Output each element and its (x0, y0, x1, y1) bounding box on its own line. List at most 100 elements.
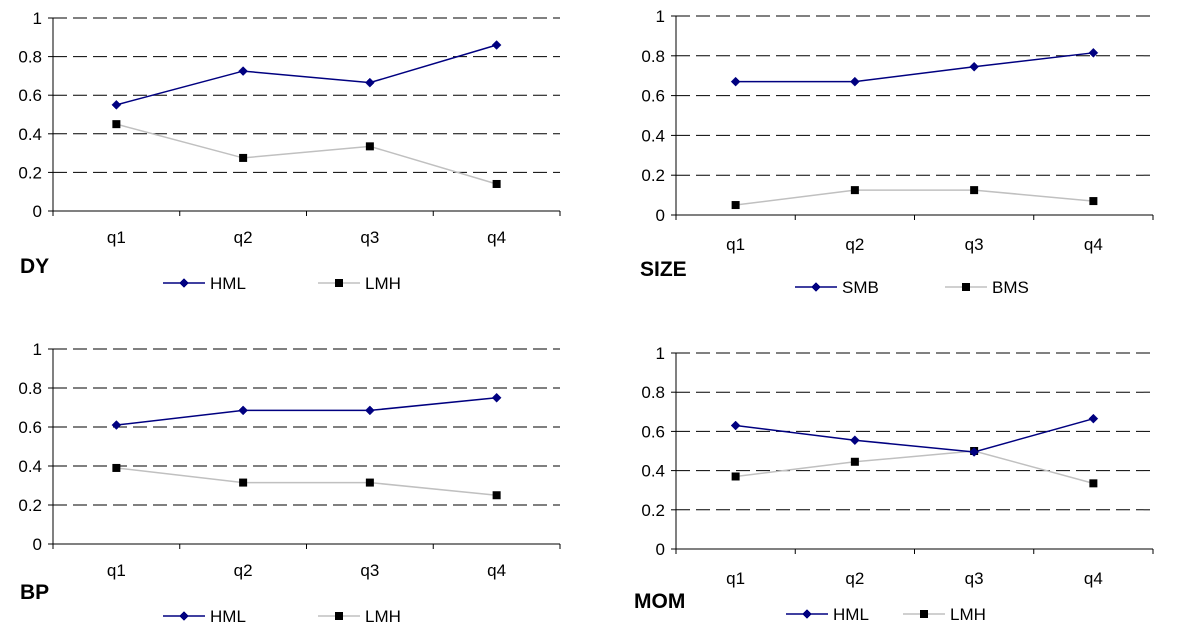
y-tick-label: 0 (656, 206, 665, 225)
legend-marker-lmh (920, 610, 928, 618)
y-tick-label: 0.8 (18, 379, 42, 398)
data-point-bms (970, 186, 979, 195)
data-point-hml (111, 99, 122, 110)
y-tick-label: 0 (33, 535, 42, 554)
series-line-hml (116, 397, 497, 426)
data-point-hml (238, 405, 248, 416)
x-tick-label: q1 (726, 235, 745, 254)
data-point-hml (365, 405, 375, 416)
y-tick-label: 0.2 (641, 166, 665, 185)
y-tick-label: 0.4 (641, 126, 665, 145)
y-tick-label: 0 (656, 540, 665, 559)
y-tick-label: 1 (33, 9, 42, 28)
y-tick-label: 1 (656, 7, 665, 26)
x-tick-label: q2 (234, 228, 253, 247)
data-point-lmh (365, 478, 374, 487)
x-tick-label: q2 (234, 561, 253, 580)
legend-label-lmh: LMH (365, 607, 401, 626)
data-point-bms (850, 186, 859, 195)
data-point-bms (731, 201, 740, 210)
y-tick-label: 1 (33, 340, 42, 359)
y-tick-label: 1 (656, 344, 665, 363)
y-tick-label: 0.6 (18, 86, 42, 105)
legend-label-bms: BMS (992, 278, 1029, 297)
legend-label-lmh: LMH (950, 605, 986, 624)
y-tick-label: 0.8 (641, 47, 665, 66)
legend-marker-smb (811, 282, 821, 292)
data-point-lmh (112, 120, 121, 129)
series-line-hml (735, 417, 1094, 453)
legend-label-hml: HML (833, 605, 869, 624)
x-tick-label: q4 (1084, 235, 1103, 254)
chart-mom: 0 0.2 0.4 0.6 0.8 1 q1 q2 q3 q4 MOM HML LMH (634, 344, 1154, 624)
x-tick-label: q2 (845, 235, 864, 254)
data-point-hml (491, 392, 502, 403)
x-tick-label: q3 (360, 561, 379, 580)
series-line-lmh (735, 450, 1094, 485)
legend-marker-lmh (335, 612, 343, 620)
data-point-hml (730, 420, 741, 431)
x-tick-label: q3 (360, 228, 379, 247)
data-point-hml (969, 447, 979, 457)
y-tick-label: 0.4 (18, 457, 42, 476)
x-tick-label: q3 (965, 569, 984, 588)
data-point-smb (730, 76, 741, 87)
data-point-hml (365, 77, 375, 88)
legend-label-smb: SMB (842, 278, 879, 297)
x-tick-label: q1 (107, 228, 126, 247)
x-tick-label: q3 (965, 235, 984, 254)
data-point-hml (491, 40, 502, 50)
y-tick-label: 0.2 (641, 501, 665, 520)
chart-dy: 0 0.2 0.4 0.6 0.8 1 q1 q2 q3 q4 DY HML LMH (18, 9, 561, 293)
y-tick-label: 0.8 (18, 48, 42, 67)
panel-label: MOM (634, 590, 685, 613)
y-tick-label: 0 (33, 202, 42, 221)
legend-marker-hml (179, 611, 189, 621)
x-tick-label: q4 (1084, 569, 1103, 588)
data-point-smb (969, 61, 979, 72)
y-tick-label: 0.6 (18, 418, 42, 437)
panel-label: BP (20, 581, 49, 604)
chart-panel-size: 0 0.2 0.4 0.6 0.8 1 q1 q2 q3 q4 SIZE SMB BMS (593, 0, 1186, 313)
legend-marker-lmh (335, 279, 343, 287)
data-point-lmh (112, 463, 121, 472)
series-line-smb (735, 52, 1094, 83)
data-point-lmh (239, 478, 248, 487)
data-point-lmh (731, 472, 740, 481)
y-tick-label: 0.4 (18, 125, 42, 144)
legend-marker-hml (802, 609, 812, 619)
chart-panel-bp: 0 0.2 0.4 0.6 0.8 1 q1 q2 q3 q4 BP HML LMH (0, 313, 593, 626)
y-tick-label: 0.8 (641, 383, 665, 402)
panel-label: DY (20, 255, 49, 278)
legend-marker-hml (179, 278, 189, 288)
chart-panel-mom: 0 0.2 0.4 0.6 0.8 1 q1 q2 q3 q4 MOM HML LMH (593, 313, 1186, 626)
y-tick-label: 0.4 (641, 462, 665, 481)
x-tick-label: q4 (487, 228, 506, 247)
data-point-hml (850, 435, 860, 446)
panel-label: SIZE (640, 258, 687, 281)
data-point-lmh (492, 491, 501, 500)
data-point-lmh (492, 179, 501, 188)
x-tick-label: q2 (845, 569, 864, 588)
legend-label-lmh: LMH (365, 274, 401, 293)
data-point-lmh (239, 153, 248, 162)
chart-bp: 0 0.2 0.4 0.6 0.8 1 q1 q2 q3 q4 BP HML LMH (18, 340, 561, 626)
x-tick-label: q1 (107, 561, 126, 580)
legend-label-hml: HML (210, 607, 246, 626)
data-point-smb (1088, 47, 1099, 58)
series-line-lmh (116, 123, 497, 185)
data-point-lmh (365, 142, 374, 151)
legend-marker-bms (962, 283, 970, 291)
y-tick-label: 0.2 (18, 496, 42, 515)
y-tick-label: 0.2 (18, 163, 42, 182)
data-point-lmh (850, 457, 859, 466)
y-tick-label: 0.6 (641, 422, 665, 441)
y-tick-label: 0.6 (641, 87, 665, 106)
x-tick-label: q4 (487, 561, 506, 580)
chart-size: 0 0.2 0.4 0.6 0.8 1 q1 q2 q3 q4 SIZE SMB BMS (640, 7, 1154, 297)
legend-label-hml: HML (210, 274, 246, 293)
data-point-smb (850, 76, 860, 87)
data-point-bms (1089, 197, 1098, 206)
x-tick-label: q1 (726, 569, 745, 588)
series-line-lmh (116, 467, 497, 496)
